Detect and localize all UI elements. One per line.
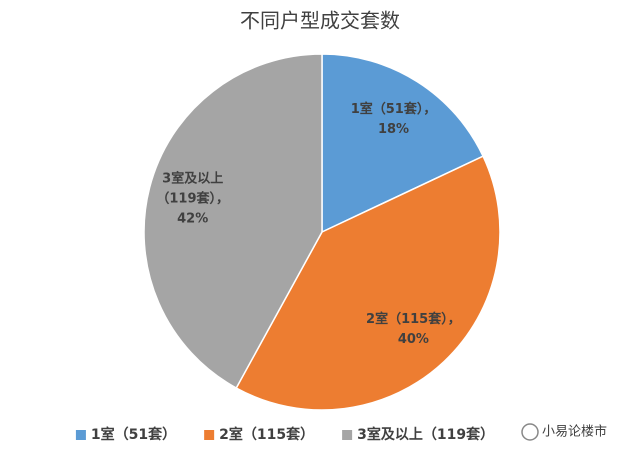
legend-swatch — [342, 430, 353, 440]
data-label: 42% — [177, 211, 208, 226]
source: 小易论楼市 — [542, 424, 607, 440]
legend-label: 2室（115套） — [219, 426, 314, 443]
legend-label: 1室（51套） — [91, 426, 176, 443]
pie-slice — [321, 53, 485, 234]
source-badge: 小易论楼市 — [521, 423, 607, 441]
legend-swatch — [75, 430, 86, 440]
data-label-name: 2室（115套）， — [366, 311, 461, 327]
pie-slice — [235, 155, 501, 411]
legend-label: 3室及以上（119套） — [357, 426, 494, 443]
data-label: 18% — [378, 122, 409, 137]
source-icon — [521, 423, 539, 441]
pie-slice — [143, 53, 323, 390]
chart-title: 不同户型成交套数 — [240, 9, 400, 33]
legend: 1室（51套） 2室（115套） 3室及以上（119套） — [75, 426, 494, 443]
data-label-name: 3室及以上 — [162, 170, 223, 186]
data-label-name: （119套）， — [156, 190, 229, 206]
data-label-name: 1室（51套）， — [351, 101, 437, 117]
legend-swatch — [204, 430, 215, 440]
data-label: 40% — [398, 332, 429, 347]
